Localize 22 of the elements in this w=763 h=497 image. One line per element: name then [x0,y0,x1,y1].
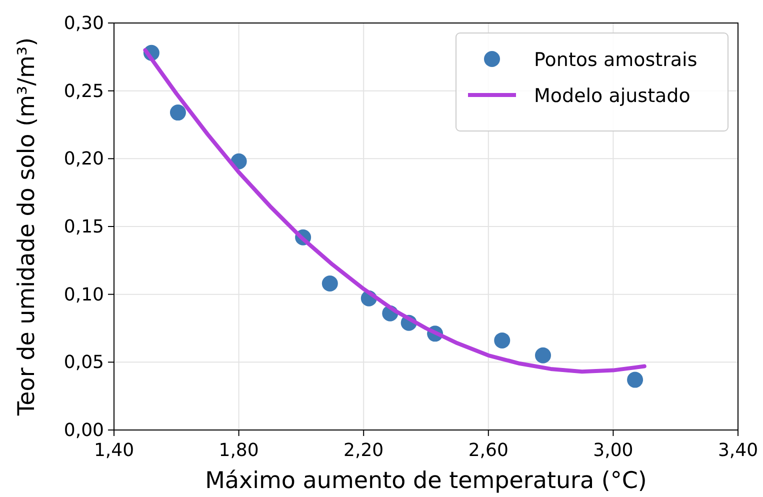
legend-label: Modelo ajustado [534,85,690,107]
y-tick-label: 0,00 [64,420,104,441]
y-tick-label: 0,30 [64,13,104,34]
x-tick-label: 2,60 [468,440,508,461]
point [535,347,551,364]
x-axis-title: Máximo aumento de temperatura (°C) [205,468,647,494]
y-axis-title: Teor de umidade do solo (m³/m³) [14,37,40,417]
x-tick-label: 3,00 [593,440,634,461]
y-tick-label: 0,25 [64,80,104,102]
point [322,275,338,292]
y-tick-label: 0,05 [64,352,104,374]
point [494,332,510,348]
y-tick-label: 0,15 [64,216,104,238]
x-tick-label: 3,40 [718,440,758,461]
x-tick-label: 1,80 [218,440,259,461]
point [627,372,644,388]
y-tick-label: 0,20 [64,148,104,170]
point [170,104,186,121]
legend-label: Pontos amostrais [534,49,698,71]
x-tick-label: 2,20 [344,440,384,461]
y-tick-label: 0,10 [64,284,104,306]
x-tick-label: 1,40 [94,440,134,461]
